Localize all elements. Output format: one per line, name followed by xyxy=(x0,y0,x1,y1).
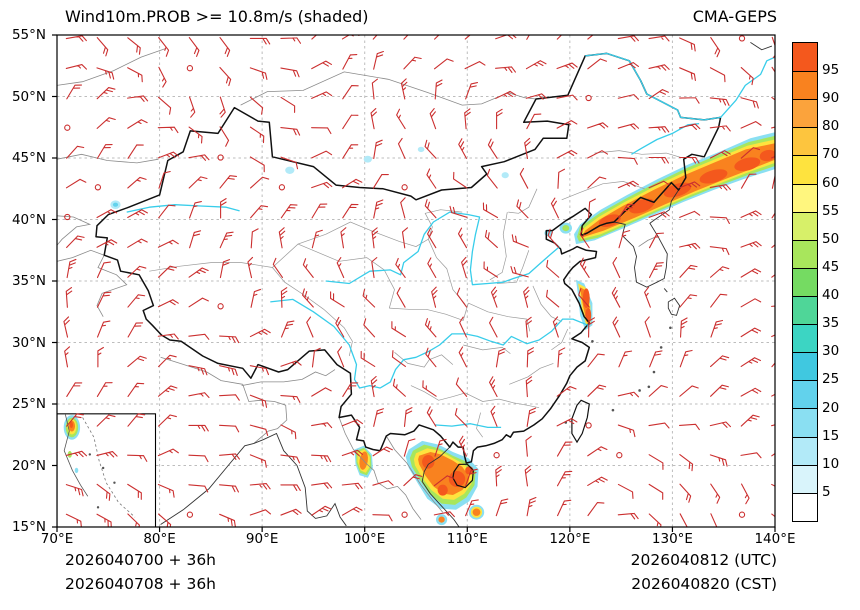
y-axis-label: 40°N xyxy=(11,211,46,228)
init-time-cst: 2026040708 + 36h xyxy=(65,575,217,593)
colorbar-label: 95 xyxy=(822,62,840,79)
colorbar-label: 5 xyxy=(822,483,831,500)
colorbar-label: 15 xyxy=(822,427,840,444)
y-axis-label: 50°N xyxy=(11,88,46,105)
colorbar-label: 80 xyxy=(822,118,840,135)
colorbar-cell xyxy=(793,464,817,493)
colorbar-cell xyxy=(793,408,817,437)
x-axis-label: 100°E xyxy=(344,531,386,547)
x-axis-label: 130°E xyxy=(651,531,693,547)
colorbar-label: 55 xyxy=(822,202,840,219)
y-axis-label: 55°N xyxy=(11,27,46,43)
colorbar-cell xyxy=(793,127,817,156)
colorbar-label: 20 xyxy=(822,399,840,416)
x-axis-label: 110°E xyxy=(446,531,488,547)
colorbar-label: 60 xyxy=(822,174,840,191)
chart-title: Wind10m.PROB >= 10.8m/s (shaded) xyxy=(65,7,369,26)
colorbar-label: 90 xyxy=(822,90,840,107)
init-time-utc: 2026040700 + 36h xyxy=(65,551,217,569)
colorbar-cell xyxy=(793,295,817,325)
colorbar-label: 70 xyxy=(822,146,840,163)
x-axis-label: 140°E xyxy=(754,531,796,547)
colorbar-label: 25 xyxy=(822,371,840,388)
colorbar-label: 10 xyxy=(822,455,840,472)
colorbar-cell xyxy=(793,436,817,465)
x-axis-label: 70°E xyxy=(40,531,74,547)
colorbar-cell xyxy=(793,492,817,521)
colorbar-label: 45 xyxy=(822,258,840,275)
colorbar-cell xyxy=(793,71,817,100)
colorbar-label: 35 xyxy=(822,315,840,332)
y-axis-label: 25°N xyxy=(11,396,46,412)
colorbar-cell xyxy=(793,183,817,212)
y-axis-label: 35°N xyxy=(11,273,46,289)
y-axis-label: 30°N xyxy=(11,334,46,351)
colorbar-cell xyxy=(793,239,817,268)
colorbar xyxy=(792,42,818,522)
valid-time-cst: 2026040820 (CST) xyxy=(631,575,777,593)
valid-time-utc: 2026040812 (UTC) xyxy=(630,551,777,569)
colorbar-cell xyxy=(793,324,817,353)
colorbar-cell xyxy=(793,352,817,381)
colorbar-label: 40 xyxy=(822,287,840,304)
y-axis-label: 45°N xyxy=(11,150,46,166)
colorbar-cell xyxy=(793,267,817,296)
colorbar-cell xyxy=(793,43,817,72)
colorbar-cell xyxy=(793,380,817,409)
colorbar-cell xyxy=(793,155,817,184)
y-axis-label: 15°N xyxy=(11,519,46,535)
colorbar-label: 30 xyxy=(822,343,840,360)
model-name: CMA-GEPS xyxy=(692,7,777,26)
y-axis-label: 20°N xyxy=(11,457,46,474)
x-axis-label: 80°E xyxy=(143,531,176,547)
x-axis-label: 90°E xyxy=(245,531,279,547)
colorbar-cell xyxy=(793,211,817,240)
colorbar-label: 50 xyxy=(822,230,840,247)
x-axis-label: 120°E xyxy=(549,531,591,547)
colorbar-cell xyxy=(793,99,817,128)
map-canvas xyxy=(52,34,776,532)
